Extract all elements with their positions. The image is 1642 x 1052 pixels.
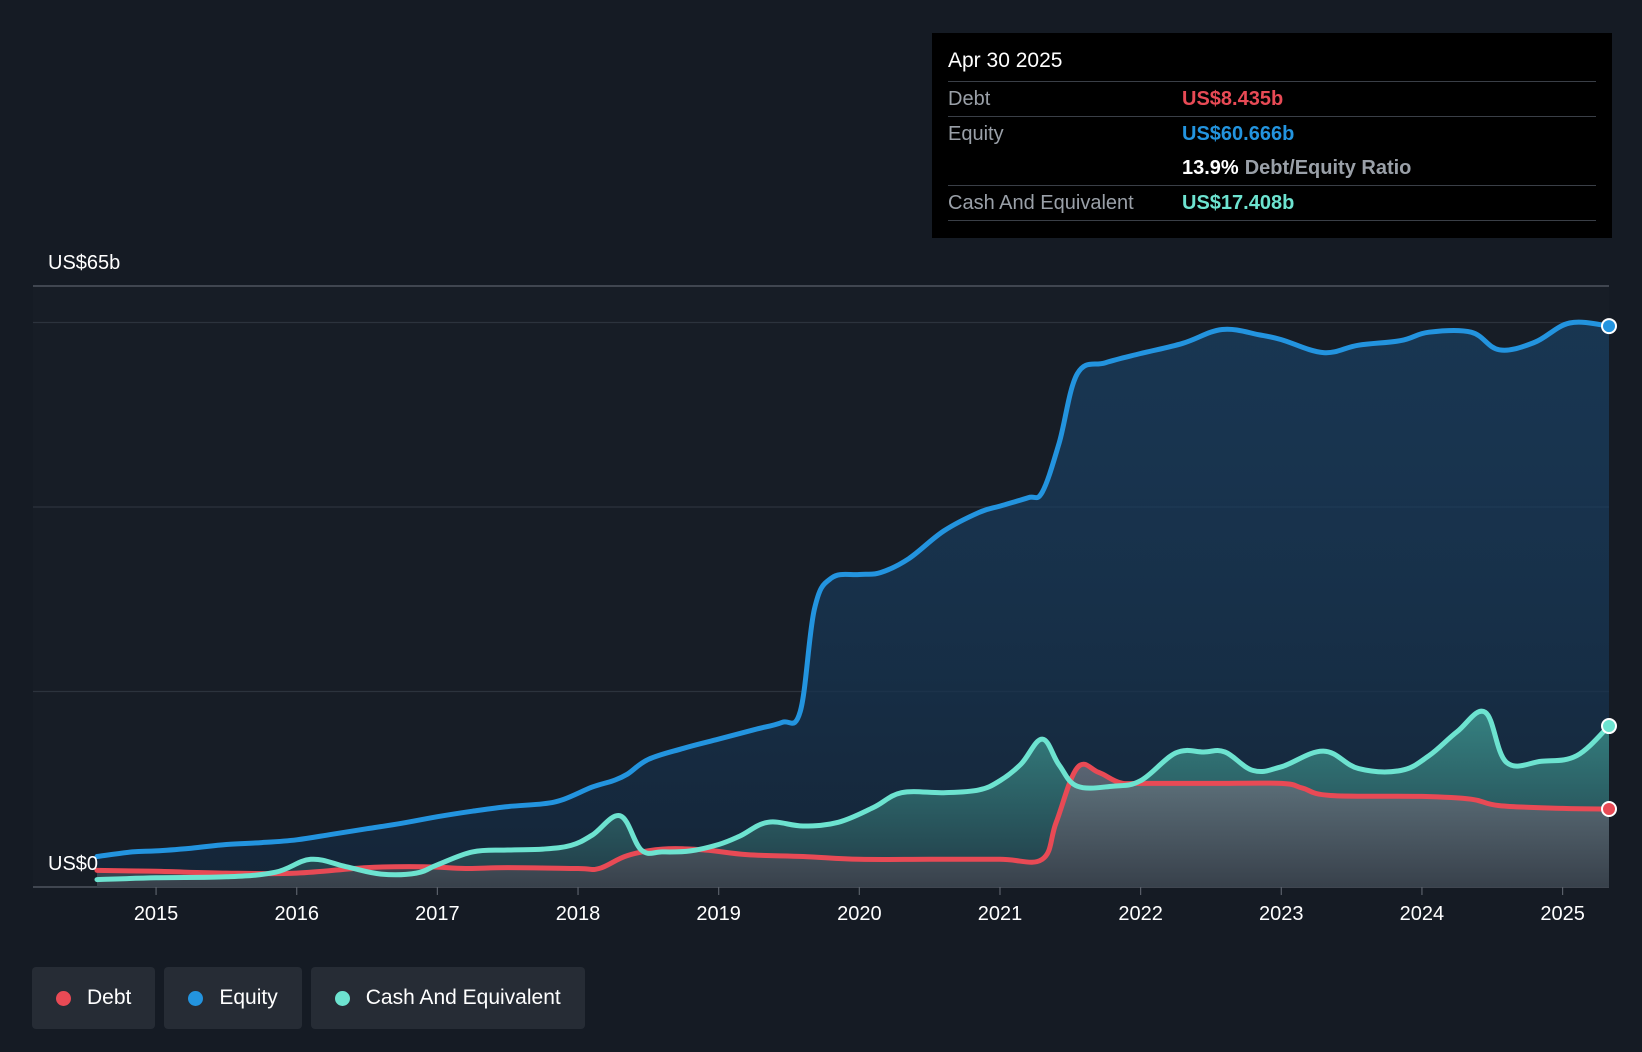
tooltip-ratio-spacer xyxy=(948,151,1182,185)
tooltip-ratio-row: 13.9% Debt/Equity Ratio xyxy=(948,151,1596,186)
cash-dot-icon xyxy=(334,990,350,1006)
tooltip-cash-row: Cash And Equivalent US$17.408b xyxy=(948,186,1596,221)
debt-dot-icon xyxy=(56,990,71,1006)
x-tick-label: 2017 xyxy=(415,903,460,925)
legend: Debt Equity Cash And Equivalent xyxy=(32,967,585,1029)
x-tick-label: 2022 xyxy=(1118,903,1163,925)
x-tick-label: 2020 xyxy=(837,903,882,925)
x-tick-label: 2024 xyxy=(1400,903,1445,925)
y-axis-bottom-label: US$0 xyxy=(48,853,98,875)
equity-end-point[interactable] xyxy=(1601,318,1617,335)
x-tick-label: 2025 xyxy=(1540,903,1585,925)
tooltip-ratio-value: 13.9% xyxy=(1182,157,1239,179)
legend-equity-label: Equity xyxy=(219,986,278,1009)
tooltip-debt-row: Debt US$8.435b xyxy=(948,82,1596,117)
y-axis-top-label: US$65b xyxy=(48,252,120,274)
tooltip-date: Apr 30 2025 xyxy=(948,47,1596,82)
debt-area xyxy=(97,764,1609,887)
tooltip-equity-label: Equity xyxy=(948,123,1004,145)
tooltip-debt-value: US$8.435b xyxy=(1182,88,1284,110)
equity-area xyxy=(97,322,1609,888)
tooltip-ratio-label: Debt/Equity Ratio xyxy=(1244,157,1412,179)
equity-dot-icon xyxy=(188,990,204,1006)
tooltip-cash-label: Cash And Equivalent xyxy=(948,192,1134,214)
x-tick-label: 2015 xyxy=(134,903,179,925)
tooltip-panel: Apr 30 2025 Debt US$8.435b Equity US$60.… xyxy=(932,33,1612,238)
x-tick-label: 2019 xyxy=(696,903,741,925)
cash-line xyxy=(94,708,1612,883)
x-axis-ticks: 2015 2016 2017 2018 2019 2020 2021 2022 2023 2024… xyxy=(134,887,1585,925)
x-tick-label: 2018 xyxy=(556,903,601,925)
tooltip-equity-value: US$60.666b xyxy=(1182,123,1295,145)
legend-cash-label: Cash And Equivalent xyxy=(365,986,561,1009)
tooltip-cash-value: US$17.408b xyxy=(1182,192,1295,214)
cash-end-point[interactable] xyxy=(1601,718,1617,735)
legend-debt-label: Debt xyxy=(87,986,132,1009)
equity-line xyxy=(94,319,1612,859)
tooltip-equity-row: Equity US$60.666b xyxy=(948,117,1596,151)
x-tick-label: 2023 xyxy=(1259,903,1304,925)
legend-item-equity[interactable]: Equity xyxy=(164,967,302,1029)
debt-end-point[interactable] xyxy=(1601,801,1617,818)
tooltip-debt-label: Debt xyxy=(948,88,991,110)
legend-item-cash[interactable]: Cash And Equivalent xyxy=(310,967,585,1029)
x-tick-label: 2016 xyxy=(274,903,319,925)
legend-item-debt[interactable]: Debt xyxy=(32,967,156,1029)
x-tick-label: 2021 xyxy=(978,903,1023,925)
